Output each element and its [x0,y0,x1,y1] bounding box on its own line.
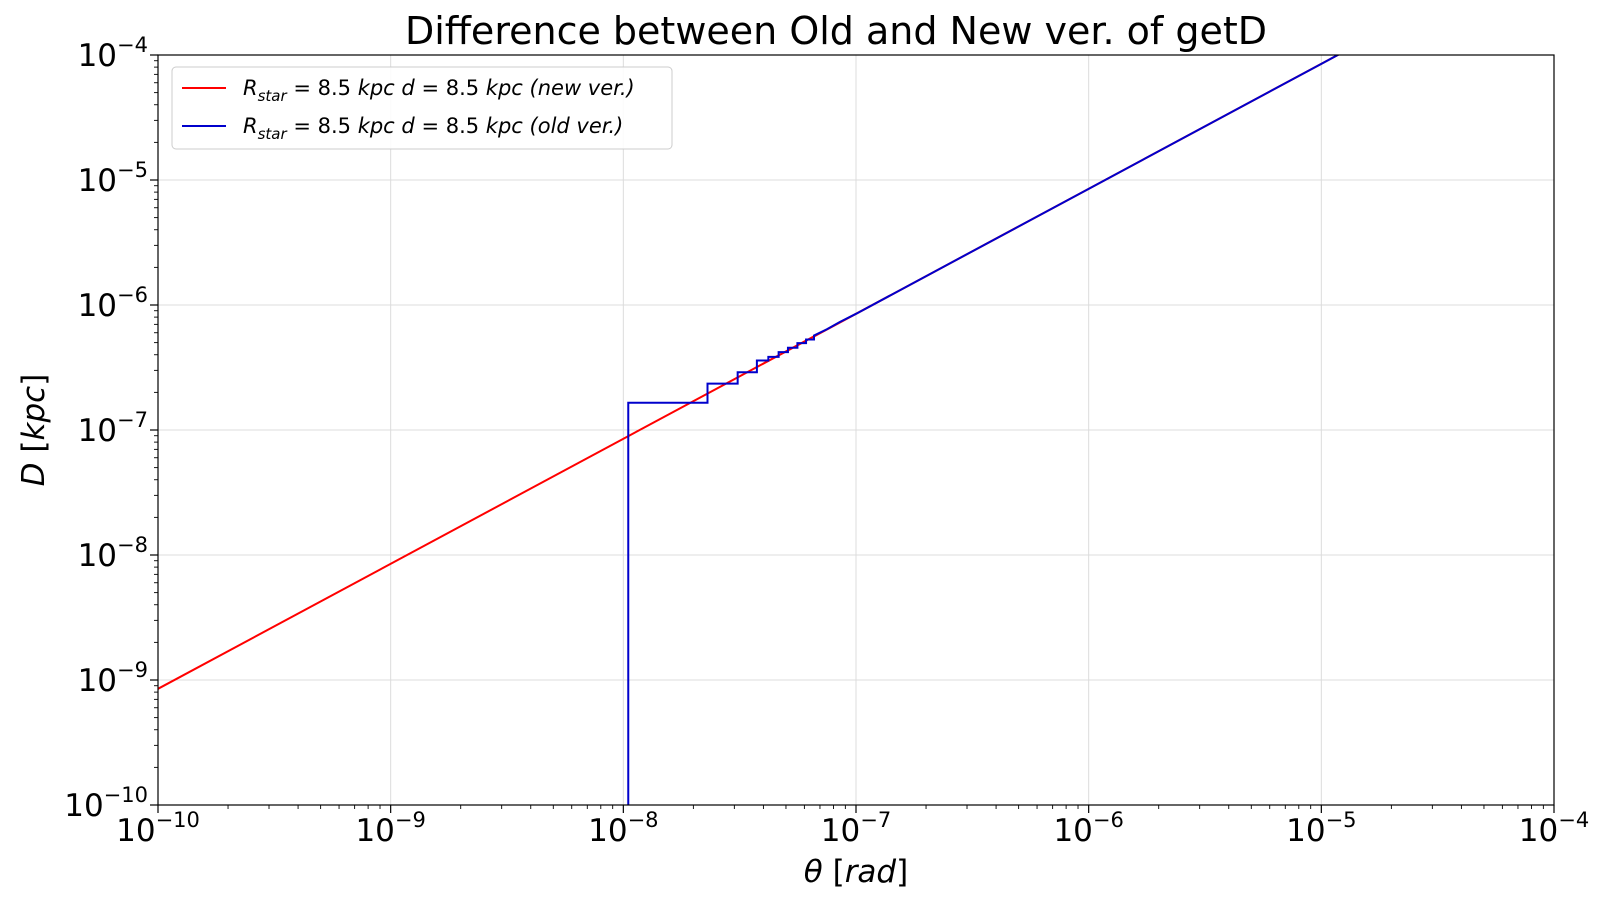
y-axis-label: D [kpc] [16,374,52,487]
x-tick-label: 10−9 [355,808,425,849]
x-axis-symbol: θ [804,854,823,890]
x-tick-labels: 10−10 10−9 10−8 10−7 10−6 10−5 10−4 [116,808,1589,849]
y-tick-label: 10−10 [64,783,148,824]
x-tick-label: 10−6 [1053,808,1123,849]
y-tick-label: 10−6 [78,283,148,324]
y-tick-label: 10−8 [78,533,148,574]
series-layer [158,55,1340,805]
y-tick-label: 10−4 [78,33,148,74]
legend-label-new: Rstar = 8.5 kpc d = 8.5 kpc (new ver.) [243,76,635,105]
y-tick-label: 10−7 [78,408,148,449]
x-tick-label: 10−8 [588,808,658,849]
y-tick-labels: 10−10 10−9 10−8 10−7 10−6 10−5 10−4 [64,33,148,824]
x-tick-label: 10−5 [1286,808,1356,849]
y-tick-label: 10−9 [78,658,148,699]
x-axis-unit: rad [845,854,897,890]
legend-label-old: Rstar = 8.5 kpc d = 8.5 kpc (old ver.) [243,114,623,143]
x-tick-label: 10−4 [1519,808,1589,849]
x-axis-label: θ [rad] [804,854,908,890]
minor-ticks [154,60,1544,809]
chart-title: Difference between Old and New ver. of g… [405,9,1267,53]
x-tick-label: 10−7 [821,808,891,849]
series-line-old [627,55,1340,805]
x-tick-label: 10−10 [116,808,200,849]
y-axis-symbol: D [16,462,52,486]
major-ticks [150,54,1555,813]
legend-box [171,66,673,150]
grid [158,55,1554,805]
legend: Rstar = 8.5 kpc d = 8.5 kpc (new ver.) R… [171,66,673,150]
y-axis-unit: kpc [16,386,52,441]
y-tick-label: 10−5 [78,158,148,199]
